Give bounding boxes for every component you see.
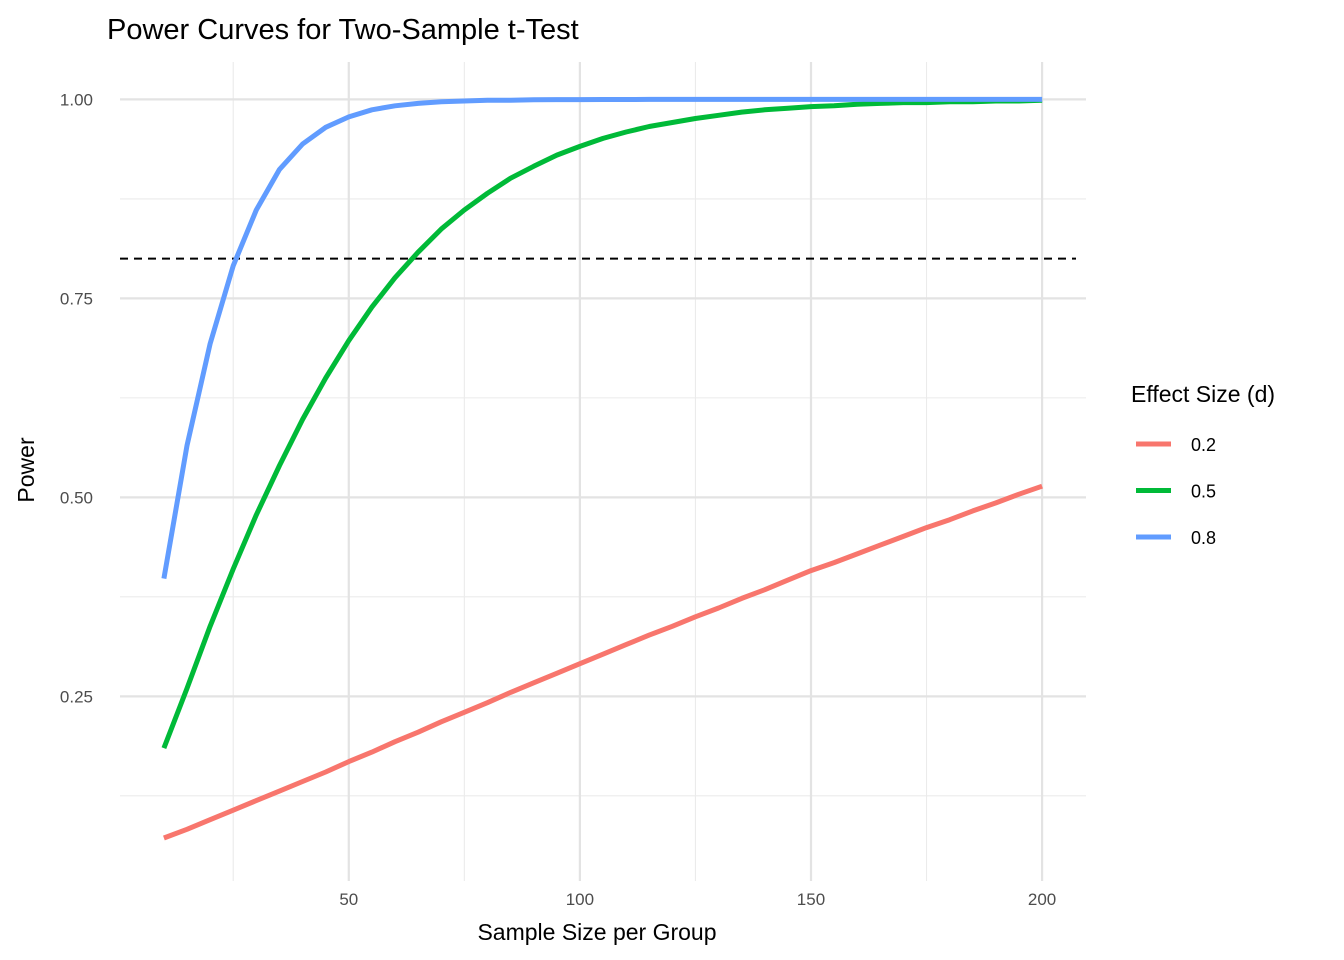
series-lines	[161, 96, 1043, 841]
y-tick-label: 0.75	[60, 289, 93, 308]
y-tick-label: 0.25	[60, 687, 93, 706]
tick-labels: 50 100 150 200 0.25 0.50 0.75 1.00	[60, 90, 1056, 909]
legend-title: Effect Size (d)	[1131, 381, 1275, 407]
y-tick-label: 1.00	[60, 90, 93, 109]
series-line-d-0-8	[161, 96, 1043, 580]
series-line-d-0-2	[163, 483, 1043, 841]
legend-label: 0.8	[1191, 528, 1216, 548]
legend-label: 0.2	[1191, 435, 1216, 455]
x-axis-label: Sample Size per Group	[477, 919, 716, 945]
y-tick-label: 0.50	[60, 488, 93, 507]
chart-title: Power Curves for Two-Sample t-Test	[107, 14, 579, 46]
x-tick-label: 150	[797, 890, 825, 909]
x-tick-label: 200	[1028, 890, 1056, 909]
grid	[120, 62, 1086, 881]
x-tick-label: 50	[339, 890, 358, 909]
y-axis-label: Power	[13, 437, 39, 503]
x-tick-label: 100	[566, 890, 594, 909]
series-line-d-0-5	[161, 97, 1043, 750]
legend: Effect Size (d) 0.2 0.5 0.8	[1131, 381, 1275, 548]
legend-label: 0.5	[1191, 482, 1216, 502]
